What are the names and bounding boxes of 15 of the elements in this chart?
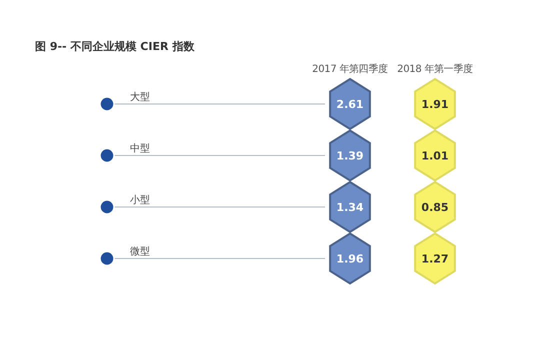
data-label: 1.39 [336,150,364,162]
data-label: 2.61 [336,98,364,111]
category-label: 中型 [130,142,150,154]
data-label: 0.85 [421,201,449,214]
category-label: 微型 [130,246,150,258]
category-label: 大型 [130,91,150,103]
data-label: 1.91 [421,98,449,111]
data-label: 1.27 [421,252,449,266]
text: 图 9-- 不同企业规模 CIER 指数 [35,40,196,53]
data-label: 1.96 [336,252,364,266]
category-label: 小型 [130,194,150,206]
data-label: 1.34 [336,201,364,214]
data-label: 1.01 [421,150,449,162]
series-label: 2017 年第四季度 [312,63,388,75]
series-label: 2018 年第一季度 [397,63,474,75]
